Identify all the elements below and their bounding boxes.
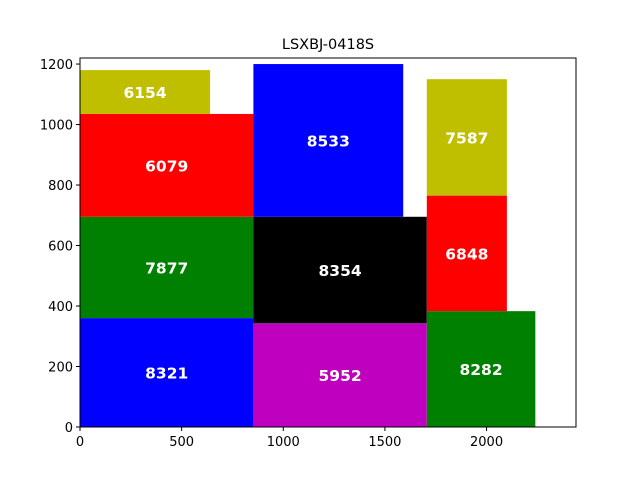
packed-rect-8282 [426, 311, 536, 427]
rect-label-8533: 8533 [307, 132, 350, 150]
x-tick-label: 500 [169, 435, 194, 450]
packed-rect-7877 [80, 216, 254, 319]
packed-rect-8354 [253, 216, 427, 324]
rects-layer: 8321 7877 6079 6154 5952 8354 8533 8282 6848 7587 [80, 64, 536, 427]
chart-title: LSXBJ-0418S [282, 37, 374, 53]
rect-label-6079: 6079 [145, 157, 188, 175]
rect-label-6848: 6848 [445, 245, 488, 263]
packed-rect-6079 [80, 113, 254, 217]
rect-label-5952: 5952 [319, 367, 362, 385]
packed-rect-8533 [253, 64, 404, 217]
y-tick-label: 800 [48, 179, 73, 194]
y-tick-label: 0 [65, 421, 73, 436]
x-tick-label: 1000 [267, 435, 300, 450]
packed-rect-6848 [426, 195, 507, 312]
axes-frame [79, 57, 577, 428]
x-tick-label: 0 [76, 435, 84, 450]
rect-label-6154: 6154 [123, 84, 166, 102]
packed-rect-6154 [80, 70, 211, 114]
x-tick-label: 1500 [368, 435, 401, 450]
rect-label-8282: 8282 [459, 361, 502, 379]
y-tick-label: 400 [48, 300, 73, 315]
packed-rect-8321 [80, 318, 254, 427]
packed-rect-7587 [426, 79, 507, 196]
y-tick-label: 200 [48, 361, 73, 376]
rect-label-8321: 8321 [145, 365, 188, 383]
rect-label-8354: 8354 [319, 262, 362, 280]
y-tick-label: 600 [48, 240, 73, 255]
rect-label-7877: 7877 [145, 259, 188, 277]
y-tick-label: 1000 [40, 119, 73, 134]
packed-rect-5952 [253, 323, 427, 427]
x-tick-label: 2000 [470, 435, 503, 450]
y-tick-label: 1200 [40, 58, 73, 73]
axes-layer: 0 500 1000 1500 2000 0 200 400 600 800 1000 1200 [40, 57, 577, 450]
rect-label-7587: 7587 [445, 129, 488, 147]
